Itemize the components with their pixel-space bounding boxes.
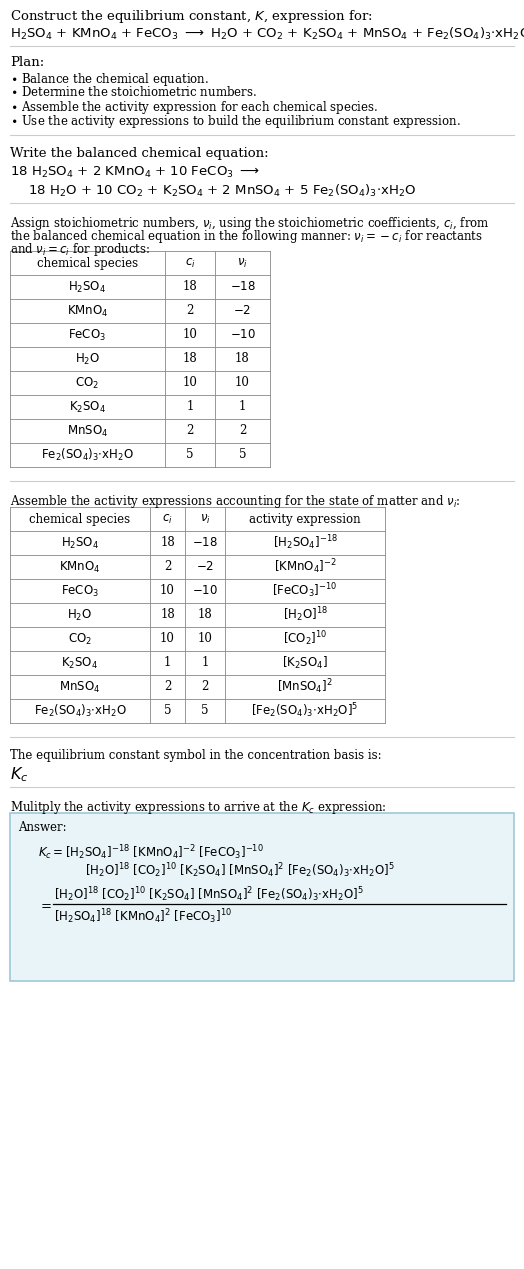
Text: $c_i$: $c_i$	[162, 513, 173, 525]
Text: 18: 18	[160, 609, 175, 622]
Text: Construct the equilibrium constant, $K$, expression for:: Construct the equilibrium constant, $K$,…	[10, 8, 373, 25]
Text: 2: 2	[201, 680, 209, 693]
Text: $\mathrm{K_2SO_4}$: $\mathrm{K_2SO_4}$	[69, 400, 106, 415]
Text: $[\mathrm{CO_2}]^{10}$: $[\mathrm{CO_2}]^{10}$	[283, 629, 327, 648]
Text: $[\mathrm{H_2O}]^{18}$: $[\mathrm{H_2O}]^{18}$	[282, 605, 328, 624]
Text: $[\mathrm{Fe_2(SO_4)_3{\cdot}xH_2O}]^5$: $[\mathrm{Fe_2(SO_4)_3{\cdot}xH_2O}]^5$	[252, 702, 358, 721]
Text: Assign stoichiometric numbers, $\nu_i$, using the stoichiometric coefficients, $: Assign stoichiometric numbers, $\nu_i$, …	[10, 214, 489, 232]
FancyBboxPatch shape	[10, 813, 514, 981]
Text: The equilibrium constant symbol in the concentration basis is:: The equilibrium constant symbol in the c…	[10, 749, 381, 761]
Text: 10: 10	[182, 329, 198, 341]
Text: activity expression: activity expression	[249, 513, 361, 525]
Text: $\bullet$ Balance the chemical equation.: $\bullet$ Balance the chemical equation.	[10, 71, 209, 88]
Text: 2: 2	[187, 305, 194, 317]
Text: $K_c = [\mathrm{H_2SO_4}]^{-18}\ [\mathrm{KMnO_4}]^{-2}\ [\mathrm{FeCO_3}]^{-10}: $K_c = [\mathrm{H_2SO_4}]^{-18}\ [\mathr…	[38, 843, 264, 862]
Text: chemical species: chemical species	[29, 513, 130, 525]
Text: $-10$: $-10$	[192, 585, 218, 598]
Text: $-18$: $-18$	[192, 537, 218, 549]
Text: 10: 10	[182, 377, 198, 390]
Text: $\mathrm{MnSO_4}$: $\mathrm{MnSO_4}$	[67, 424, 108, 439]
Text: 2: 2	[164, 680, 171, 693]
Text: $\mathrm{H_2O}$: $\mathrm{H_2O}$	[75, 352, 100, 367]
Text: $-2$: $-2$	[233, 305, 252, 317]
Text: $18\ \mathrm{H_2O}$ + $10\ \mathrm{CO_2}$ + $\mathrm{K_2SO_4}$ + $2\ \mathrm{MnS: $18\ \mathrm{H_2O}$ + $10\ \mathrm{CO_2}…	[28, 183, 416, 199]
Text: 1: 1	[164, 656, 171, 670]
Text: $[\mathrm{K_2SO_4}]$: $[\mathrm{K_2SO_4}]$	[282, 655, 328, 671]
Text: Assemble the activity expressions accounting for the state of matter and $\nu_i$: Assemble the activity expressions accoun…	[10, 492, 461, 510]
Text: $\bullet$ Use the activity expressions to build the equilibrium constant express: $\bullet$ Use the activity expressions t…	[10, 113, 461, 129]
Text: 18: 18	[183, 280, 198, 293]
Text: 5: 5	[201, 704, 209, 717]
Text: 1: 1	[239, 401, 246, 414]
Text: 18: 18	[183, 353, 198, 365]
Text: $\mathrm{FeCO_3}$: $\mathrm{FeCO_3}$	[61, 584, 99, 599]
Text: $K_c$: $K_c$	[10, 765, 28, 784]
Text: $-10$: $-10$	[230, 329, 256, 341]
Text: $\mathrm{MnSO_4}$: $\mathrm{MnSO_4}$	[59, 679, 101, 694]
Text: $[\mathrm{H_2SO_4}]^{-18}$: $[\mathrm{H_2SO_4}]^{-18}$	[272, 534, 337, 552]
Text: 2: 2	[164, 561, 171, 574]
Text: 2: 2	[187, 425, 194, 438]
Text: $\mathrm{KMnO_4}$: $\mathrm{KMnO_4}$	[59, 560, 101, 575]
Text: 10: 10	[160, 632, 175, 646]
Bar	[10, 508, 385, 723]
Text: 1: 1	[187, 401, 194, 414]
Text: $[\mathrm{KMnO_4}]^{-2}$: $[\mathrm{KMnO_4}]^{-2}$	[274, 557, 336, 576]
Text: $-2$: $-2$	[196, 561, 214, 574]
Text: and $\nu_i = c_i$ for products:: and $\nu_i = c_i$ for products:	[10, 241, 150, 258]
Text: $\mathrm{H_2SO_4}$: $\mathrm{H_2SO_4}$	[69, 279, 106, 294]
Text: 5: 5	[186, 448, 194, 462]
Text: 18: 18	[235, 353, 250, 365]
Text: $18\ \mathrm{H_2SO_4}$ + $2\ \mathrm{KMnO_4}$ + $10\ \mathrm{FeCO_3}$ $\longrigh: $18\ \mathrm{H_2SO_4}$ + $2\ \mathrm{KMn…	[10, 165, 260, 180]
Text: 18: 18	[198, 609, 212, 622]
Text: 5: 5	[239, 448, 246, 462]
Text: $\mathrm{H_2SO_4}$: $\mathrm{H_2SO_4}$	[61, 536, 99, 551]
Text: $\nu_i$: $\nu_i$	[237, 256, 248, 269]
Text: chemical species: chemical species	[37, 256, 138, 269]
Text: $\bullet$ Determine the stoichiometric numbers.: $\bullet$ Determine the stoichiometric n…	[10, 85, 257, 99]
Text: $[\mathrm{H_2O}]^{18}\ [\mathrm{CO_2}]^{10}\ [\mathrm{K_2SO_4}]\ [\mathrm{MnSO_4: $[\mathrm{H_2O}]^{18}\ [\mathrm{CO_2}]^{…	[85, 860, 395, 879]
Text: $[\mathrm{MnSO_4}]^2$: $[\mathrm{MnSO_4}]^2$	[277, 678, 333, 697]
Text: the balanced chemical equation in the following manner: $\nu_i = -c_i$ for react: the balanced chemical equation in the fo…	[10, 228, 483, 245]
Text: 2: 2	[239, 425, 246, 438]
Text: $[\mathrm{FeCO_3}]^{-10}$: $[\mathrm{FeCO_3}]^{-10}$	[272, 581, 337, 600]
Text: $\bullet$ Assemble the activity expression for each chemical species.: $\bullet$ Assemble the activity expressi…	[10, 99, 378, 115]
Text: 10: 10	[160, 585, 175, 598]
Text: 10: 10	[235, 377, 250, 390]
Text: $=$: $=$	[38, 898, 52, 911]
Text: 10: 10	[198, 632, 212, 646]
Bar	[10, 251, 270, 467]
Text: 5: 5	[163, 704, 171, 717]
Text: Answer:: Answer:	[18, 821, 67, 834]
Text: $\mathrm{H_2O}$: $\mathrm{H_2O}$	[68, 608, 93, 623]
Text: $\mathrm{CO_2}$: $\mathrm{CO_2}$	[75, 376, 100, 391]
Text: $-18$: $-18$	[230, 280, 256, 293]
Text: $\mathrm{FeCO_3}$: $\mathrm{FeCO_3}$	[69, 327, 106, 343]
Text: $\mathrm{Fe_2(SO_4)_3{\cdot}xH_2O}$: $\mathrm{Fe_2(SO_4)_3{\cdot}xH_2O}$	[34, 703, 126, 720]
Text: $c_i$: $c_i$	[184, 256, 195, 269]
Text: $\mathrm{KMnO_4}$: $\mathrm{KMnO_4}$	[67, 303, 108, 319]
Text: $\nu_i$: $\nu_i$	[200, 513, 211, 525]
Text: Mulitply the activity expressions to arrive at the $K_c$ expression:: Mulitply the activity expressions to arr…	[10, 799, 386, 816]
Text: $\mathrm{Fe_2(SO_4)_3{\cdot}xH_2O}$: $\mathrm{Fe_2(SO_4)_3{\cdot}xH_2O}$	[41, 447, 134, 463]
Text: Plan:: Plan:	[10, 56, 44, 69]
Text: 1: 1	[201, 656, 209, 670]
Text: $[\mathrm{H_2O}]^{18}\ [\mathrm{CO_2}]^{10}\ [\mathrm{K_2SO_4}]\ [\mathrm{MnSO_4: $[\mathrm{H_2O}]^{18}\ [\mathrm{CO_2}]^{…	[54, 884, 364, 904]
Text: Write the balanced chemical equation:: Write the balanced chemical equation:	[10, 147, 269, 160]
Text: 18: 18	[160, 537, 175, 549]
Text: $[\mathrm{H_2SO_4}]^{18}\ [\mathrm{KMnO_4}]^2\ [\mathrm{FeCO_3}]^{10}$: $[\mathrm{H_2SO_4}]^{18}\ [\mathrm{KMnO_…	[54, 907, 232, 925]
Text: $\mathrm{CO_2}$: $\mathrm{CO_2}$	[68, 632, 92, 646]
Text: $\mathrm{H_2SO_4}$ + $\mathrm{KMnO_4}$ + $\mathrm{FeCO_3}$ $\longrightarrow$ $\m: $\mathrm{H_2SO_4}$ + $\mathrm{KMnO_4}$ +…	[10, 25, 524, 42]
Text: $\mathrm{K_2SO_4}$: $\mathrm{K_2SO_4}$	[61, 656, 99, 670]
